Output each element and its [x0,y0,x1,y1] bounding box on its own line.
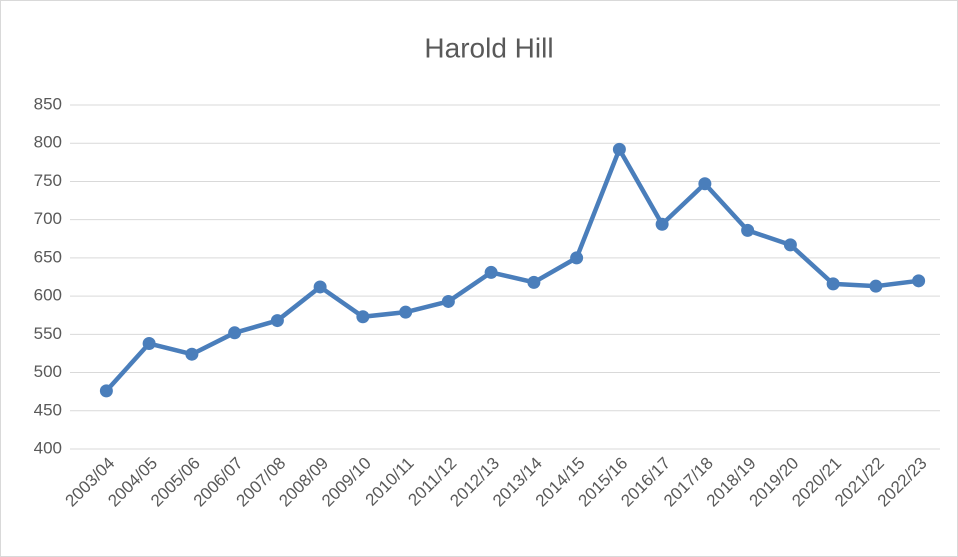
data-point [912,274,926,288]
data-point [741,223,755,237]
data-point [270,314,284,328]
y-tick-label: 700 [34,209,62,228]
data-point [570,251,584,265]
data-point [484,265,498,279]
data-point [612,142,626,156]
data-point [99,384,113,398]
y-tick-label: 600 [34,286,62,305]
data-line [104,147,919,393]
y-tick-label: 850 [34,94,62,113]
data-point [869,279,883,293]
data-point [826,277,840,291]
data-point [783,238,797,252]
data-point [185,347,199,361]
chart-title: Harold Hill [424,32,553,63]
y-tick-label: 800 [34,133,62,152]
data-point [399,305,413,319]
data-point [356,310,370,324]
y-tick-label: 750 [34,171,62,190]
data-point [441,294,455,308]
data-point [228,326,242,340]
data-point [655,217,669,231]
y-tick-label: 400 [34,438,62,457]
data-point [698,177,712,191]
data-point [142,337,156,351]
data-point [527,275,541,289]
y-tick-label: 500 [34,362,62,381]
data-point [313,280,327,294]
y-tick-label: 450 [34,400,62,419]
y-tick-label: 550 [34,324,62,343]
y-tick-label: 650 [34,247,62,266]
